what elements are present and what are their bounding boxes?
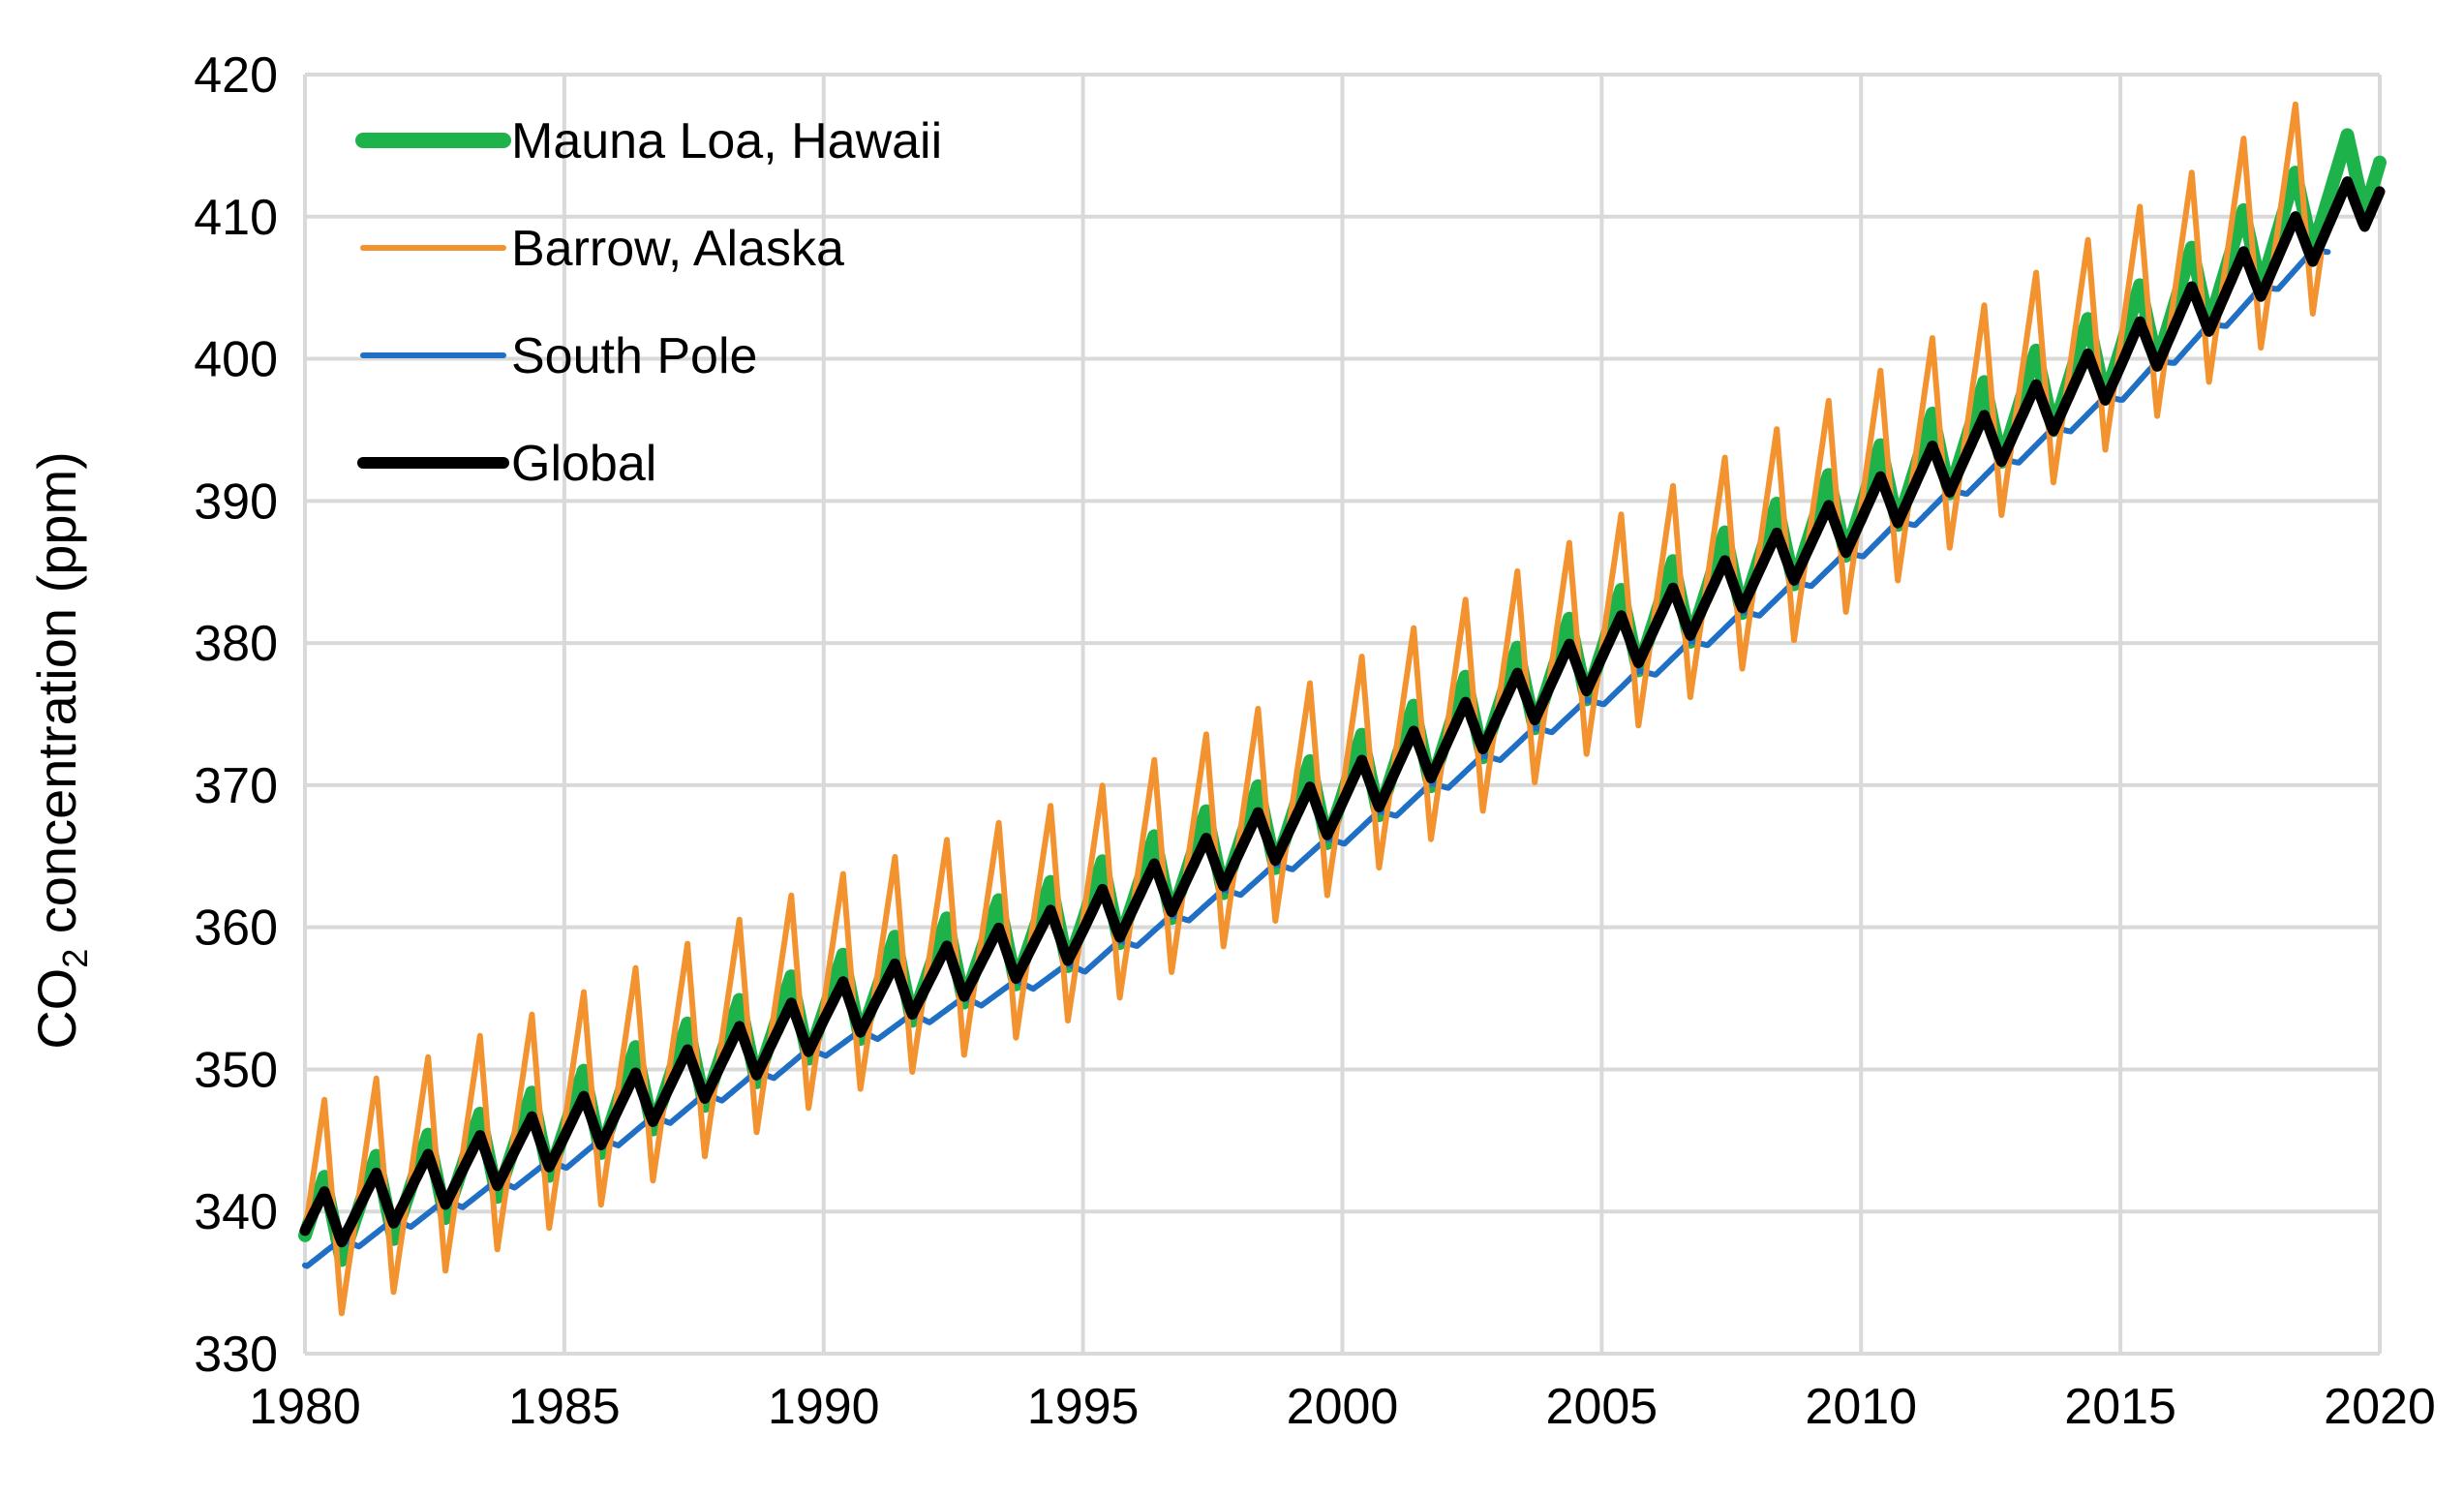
y-tick-label: 350 (194, 1042, 278, 1098)
x-tick-label: 2010 (1805, 1379, 1917, 1435)
y-axis-title-suffix: concentration (ppm) (26, 451, 87, 949)
x-tick-label: 1990 (768, 1379, 880, 1435)
y-tick-label: 420 (194, 47, 278, 104)
legend-label: Barrow, Alaska (511, 221, 844, 277)
y-axis-ticks: 330 340 350 360 370 380 390 400 410 420 (194, 47, 278, 1383)
y-tick-label: 330 (194, 1327, 278, 1383)
x-tick-label: 1995 (1027, 1379, 1140, 1435)
y-axis-title-prefix: CO (26, 968, 87, 1050)
x-tick-label: 1985 (508, 1379, 621, 1435)
y-tick-label: 370 (194, 758, 278, 814)
series-line-south-pole (302, 247, 2331, 1269)
y-tick-label: 380 (194, 616, 278, 672)
legend: Mauna Loa, Hawaii Barrow, Alaska South Pol… (355, 113, 942, 492)
x-tick-label: 2015 (2064, 1379, 2176, 1435)
series-line-barrow-alaska (302, 101, 2325, 1317)
series-line-global (299, 176, 2386, 1248)
x-tick-label: 2020 (2324, 1379, 2436, 1435)
y-tick-label: 360 (194, 901, 278, 957)
x-tick-label: 2000 (1287, 1379, 1399, 1435)
legend-label: South Pole (511, 328, 757, 384)
legend-label: Global (511, 436, 656, 492)
y-axis-title-subscript: 2 (55, 949, 95, 968)
y-tick-label: 410 (194, 190, 278, 246)
x-tick-label: 2005 (1546, 1379, 1658, 1435)
x-tick-label: 1980 (249, 1379, 361, 1435)
y-tick-label: 390 (194, 473, 278, 530)
y-tick-label: 400 (194, 332, 278, 388)
y-tick-label: 340 (194, 1184, 278, 1240)
y-axis-title: CO2 concentration (ppm) (26, 451, 95, 1050)
series-layer (298, 101, 2387, 1317)
legend-label: Mauna Loa, Hawaii (511, 113, 942, 169)
x-axis-ticks: 1980 1985 1990 1995 2000 2005 2010 2015 2020 (249, 1379, 2436, 1435)
